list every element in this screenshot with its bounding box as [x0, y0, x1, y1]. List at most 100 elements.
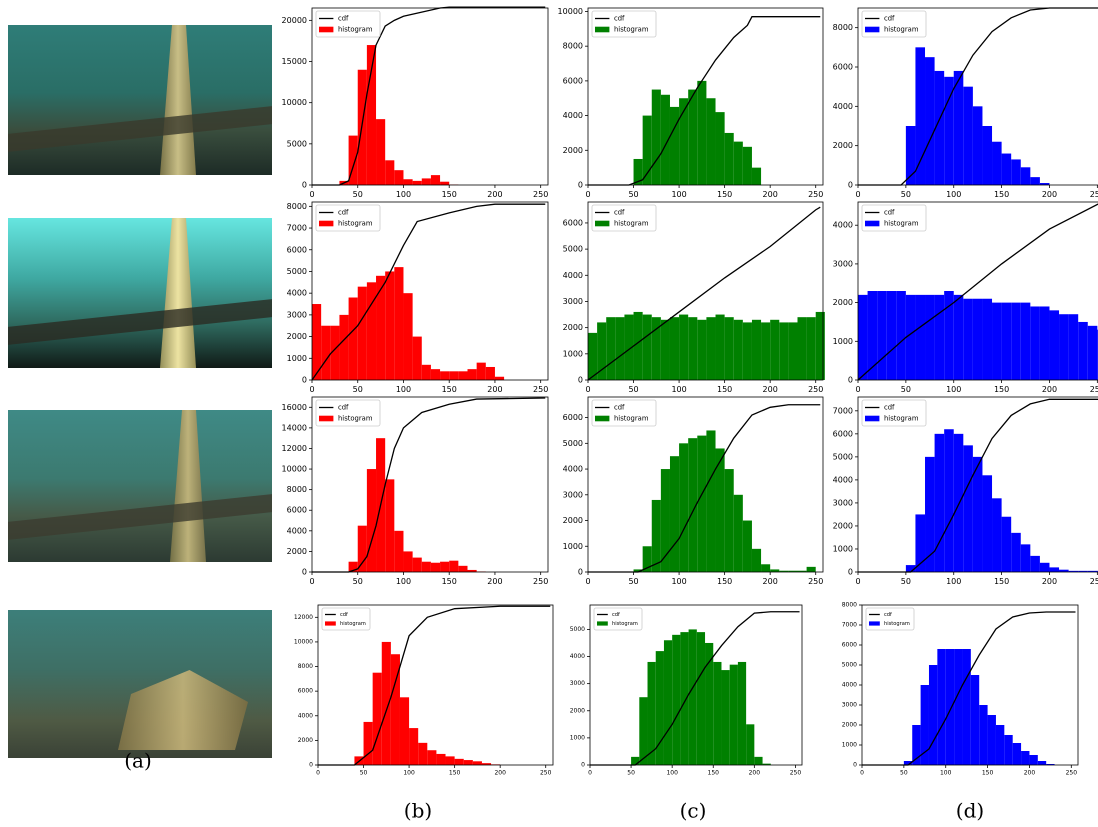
x-tick-label: 250 [808, 577, 823, 586]
histogram-bar [660, 94, 670, 185]
histogram-bar [742, 322, 752, 380]
histogram-bar [724, 132, 734, 185]
y-tick-label: 4000 [842, 682, 857, 689]
y-tick-label: 8000 [563, 42, 583, 51]
histogram-bar [467, 569, 477, 572]
histogram-bar [357, 525, 367, 572]
histogram-bar [713, 661, 722, 765]
histogram-bar [385, 479, 395, 572]
histogram-bar [494, 376, 505, 380]
histogram-bar [925, 294, 935, 380]
legend-label: histogram [614, 415, 649, 423]
x-tick-label: 100 [396, 577, 411, 586]
x-tick-label: 100 [666, 770, 678, 777]
y-tick-label: 2000 [833, 141, 853, 150]
y-tick-label: 2000 [833, 298, 853, 307]
histogram-bar [647, 661, 656, 765]
y-tick-label: 4000 [563, 465, 583, 474]
x-tick-label: 50 [628, 190, 638, 199]
histogram-bar [982, 475, 993, 572]
histogram-bar [742, 520, 752, 572]
x-tick-label: 250 [540, 770, 552, 777]
histogram-bar [390, 654, 400, 765]
legend-patch [595, 26, 610, 33]
histogram-bar [705, 642, 714, 765]
x-tick-label: 50 [901, 190, 911, 199]
histogram-bar [1068, 314, 1079, 380]
y-tick-label: 0 [853, 762, 857, 769]
y-tick-label: 4000 [833, 102, 853, 111]
histogram-bar [733, 141, 743, 185]
histogram-bar [1037, 761, 1047, 765]
histogram-bar [663, 640, 673, 765]
histogram-bar [779, 570, 789, 572]
legend-label: histogram [884, 26, 919, 34]
histogram-bar [651, 317, 661, 380]
histogram-bar [1011, 302, 1021, 380]
histogram-bar [751, 167, 762, 185]
y-tick-label: 6000 [563, 413, 583, 422]
y-tick-label: 3000 [570, 680, 585, 687]
legend-label: histogram [338, 220, 373, 228]
chart: 0 50 100 150 200 250 0 2000 4000 6000 8000 cdf histo… [833, 7, 1098, 199]
histogram-bar [679, 443, 689, 572]
histogram-bar [688, 629, 697, 765]
histogram-bar [963, 298, 973, 380]
panel-label: (c) [680, 799, 707, 823]
x-tick-label: 150 [442, 190, 457, 199]
x-tick-label: 100 [396, 385, 411, 394]
y-tick-label: 10000 [282, 465, 307, 474]
histogram-bar [321, 325, 331, 380]
legend-label: histogram [612, 621, 638, 627]
histogram-bar [742, 146, 752, 185]
histogram-bar [430, 369, 441, 380]
y-tick-label: 7000 [287, 224, 307, 233]
legend-patch [595, 220, 610, 227]
y-tick-label: 5000 [842, 662, 857, 669]
x-tick-label: 50 [628, 577, 638, 586]
legend-patch [319, 26, 334, 33]
legend-label: cdf [612, 612, 620, 618]
y-tick-label: 6000 [563, 76, 583, 85]
histogram-bar [761, 564, 771, 572]
histogram-bar [815, 311, 825, 380]
y-tick-label: 2000 [563, 323, 583, 332]
y-tick-label: 5000 [563, 245, 583, 254]
histogram-bar [418, 742, 428, 765]
y-tick-label: 4000 [563, 271, 583, 280]
histogram-bar [440, 561, 450, 572]
histogram-bar [992, 498, 1002, 572]
histogram-bar [762, 763, 771, 765]
legend-patch [319, 415, 334, 422]
legend-patch [869, 621, 880, 626]
histogram-bar [982, 298, 993, 380]
y-tick-label: 2000 [287, 332, 307, 341]
y-tick-label: 3000 [842, 702, 857, 709]
y-tick-label: 1000 [563, 349, 583, 358]
legend-label: cdf [614, 209, 625, 217]
x-tick-label: 200 [487, 577, 502, 586]
y-tick-label: 4000 [570, 653, 585, 660]
cdf-line [590, 611, 800, 766]
histogram-bar [642, 115, 652, 185]
histogram-bar [696, 632, 706, 765]
histogram-bar [669, 456, 680, 572]
histogram-bar [779, 322, 789, 380]
legend-label: histogram [614, 220, 649, 228]
x-tick-label: 100 [946, 577, 961, 586]
x-tick-label: 200 [749, 770, 761, 777]
x-tick-label: 150 [717, 385, 732, 394]
histogram-bar [972, 298, 983, 380]
histogram-bar [928, 665, 938, 765]
chart: 0 50 100 150 200 250 0 1000 2000 3000 4000 cdf histo… [833, 201, 1098, 394]
legend-label: cdf [884, 15, 895, 23]
legend-label: cdf [884, 209, 895, 217]
histogram-bar [348, 561, 358, 572]
y-tick-label: 4000 [563, 111, 583, 120]
legend-label: cdf [340, 612, 348, 618]
histogram-bar [421, 178, 431, 185]
histogram-bar [706, 430, 716, 572]
legend-label: histogram [338, 415, 373, 423]
plot-frame [311, 396, 549, 573]
